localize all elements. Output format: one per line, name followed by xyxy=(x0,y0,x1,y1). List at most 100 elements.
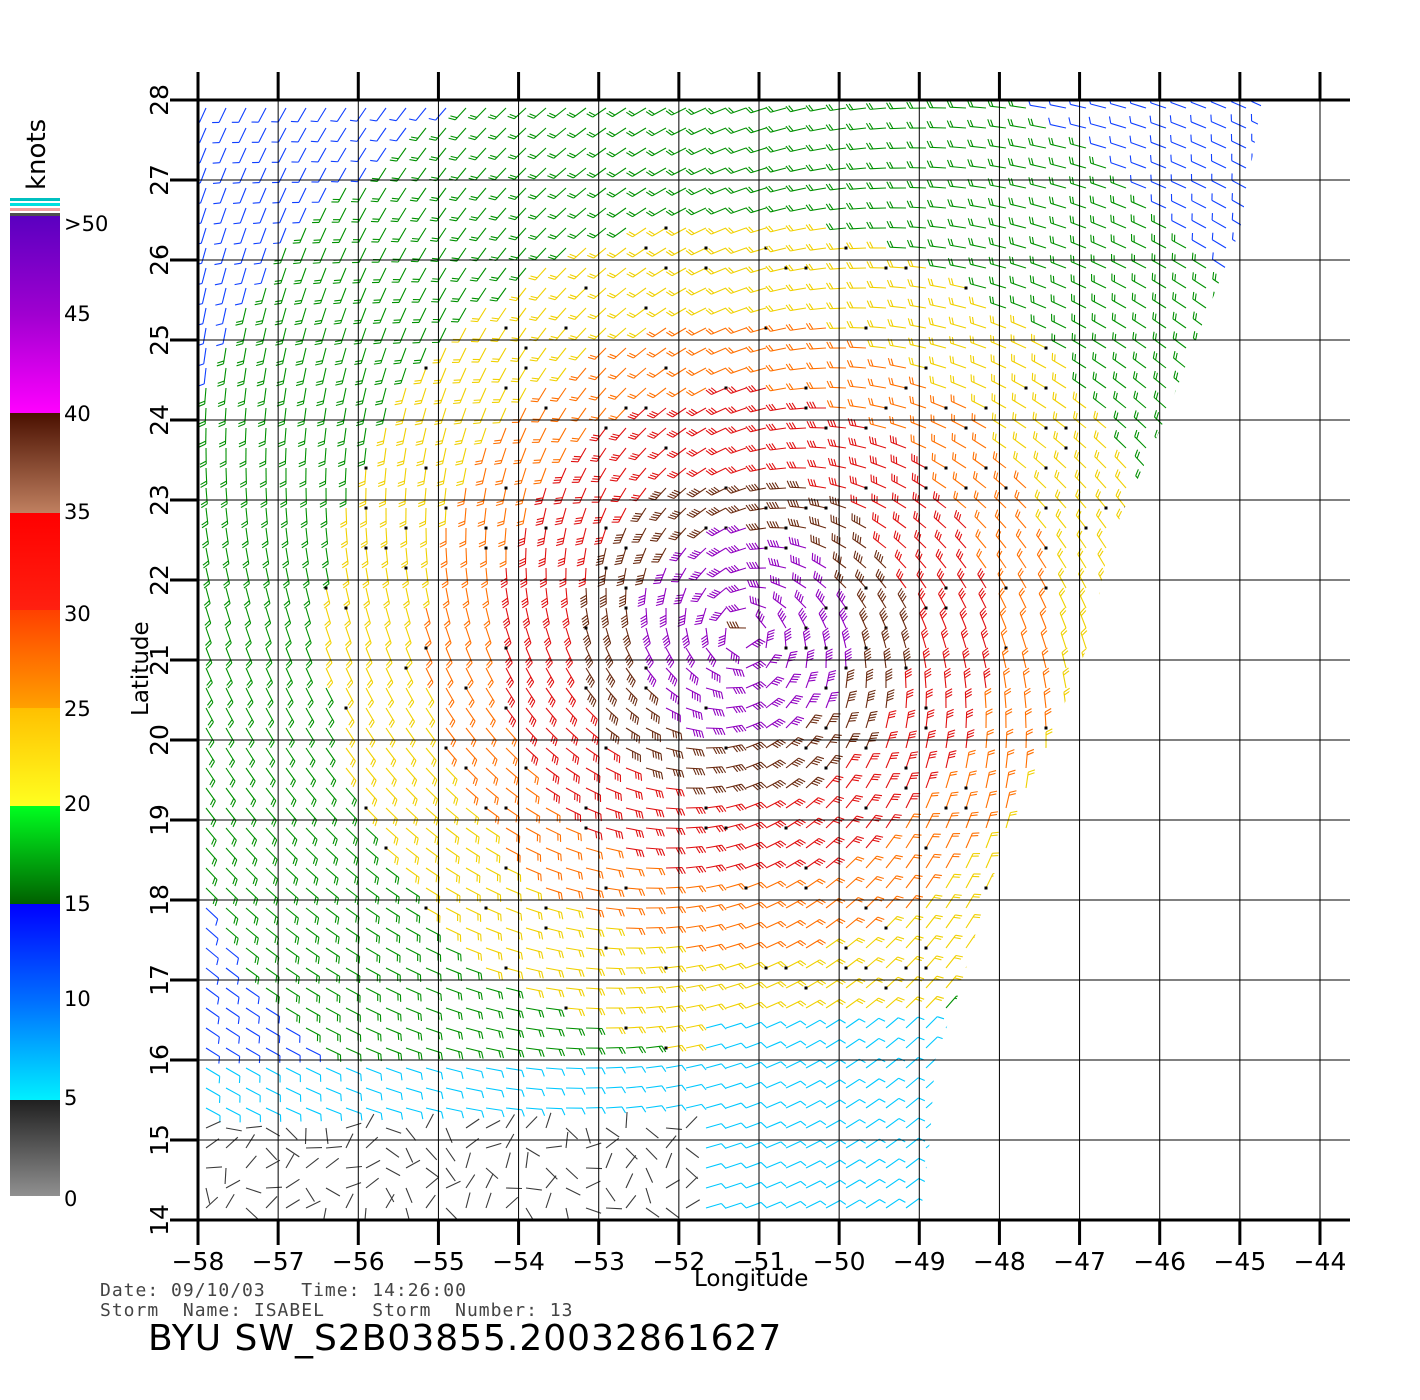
wind-barb xyxy=(725,287,747,294)
wind-barb xyxy=(373,347,387,365)
wind-barb xyxy=(305,1067,322,1082)
wind-barb xyxy=(225,1193,235,1209)
wind-barb xyxy=(453,407,467,425)
wind-barb xyxy=(765,1101,787,1109)
wind-barb xyxy=(954,529,967,549)
wind-barb xyxy=(965,749,976,769)
wind-barb xyxy=(1005,1196,1025,1209)
wind-barb xyxy=(1108,100,1127,109)
wind-barb xyxy=(1231,232,1247,249)
wind-barb xyxy=(585,1087,606,1095)
wind-barb xyxy=(565,667,575,689)
wind-barb xyxy=(1010,314,1027,329)
wind-barb xyxy=(305,787,317,808)
wind-barb xyxy=(525,907,543,921)
wind-barb xyxy=(906,121,927,129)
wind-barb xyxy=(1211,232,1227,249)
wind-barb xyxy=(1101,647,1109,669)
wind-barb xyxy=(389,167,407,182)
wind-barb xyxy=(485,1067,505,1078)
wind-barb xyxy=(885,752,900,769)
wind-barb xyxy=(245,1155,257,1169)
wind-barb xyxy=(557,547,567,567)
wind-barb xyxy=(565,1027,586,1036)
wind-barb xyxy=(313,287,327,305)
wind-barb xyxy=(1220,627,1228,649)
wind-barb xyxy=(385,1027,402,1042)
wind-barb xyxy=(970,374,987,389)
wind-barb xyxy=(845,937,866,949)
wind-barb xyxy=(565,1047,586,1056)
wind-barb xyxy=(1145,910,1158,929)
wind-barb xyxy=(325,1047,342,1062)
wind-barb xyxy=(765,145,787,153)
wind-barb xyxy=(345,987,361,1003)
wind-barb xyxy=(1217,547,1227,569)
wind-barb xyxy=(205,987,220,1005)
wind-barb xyxy=(509,327,527,342)
wind-barb xyxy=(825,795,844,809)
rain-flag xyxy=(404,566,408,570)
wind-barb xyxy=(1068,156,1087,169)
wind-barb xyxy=(725,705,747,714)
wind-barb xyxy=(433,387,447,405)
wind-barb xyxy=(665,985,687,993)
wind-barb xyxy=(568,347,587,361)
wind-barb xyxy=(1108,116,1127,129)
rain-flag xyxy=(484,546,488,550)
wind-barb xyxy=(505,947,524,960)
wind-barb xyxy=(805,837,826,849)
lat-tick-label: 21 xyxy=(145,644,174,676)
wind-barb xyxy=(1245,1132,1260,1149)
wind-barb xyxy=(1085,1154,1103,1169)
rain-flag xyxy=(824,606,828,610)
wind-barb xyxy=(1005,872,1020,889)
rain-flag xyxy=(904,386,908,390)
wind-barb xyxy=(425,867,440,884)
wind-barb xyxy=(1125,1012,1140,1029)
wind-barb xyxy=(232,147,247,164)
wind-barb xyxy=(350,167,367,183)
wind-barb xyxy=(566,147,587,159)
wind-barb xyxy=(1025,1054,1043,1069)
wind-barb xyxy=(645,127,667,137)
wind-barb xyxy=(585,727,599,746)
wind-barb xyxy=(836,588,847,609)
wind-barb xyxy=(1266,910,1275,928)
wind-barb xyxy=(1045,871,1059,889)
wind-barb xyxy=(725,1202,747,1209)
wind-barb xyxy=(576,547,587,567)
wind-barb xyxy=(222,547,230,569)
wind-barb xyxy=(525,667,535,689)
wind-barb xyxy=(385,1193,395,1209)
rain-flag xyxy=(424,646,428,650)
wind-barb xyxy=(465,1192,471,1209)
wind-barb xyxy=(988,256,1007,269)
wind-barb xyxy=(1025,1135,1044,1149)
wind-barb xyxy=(275,327,287,346)
wind-barb xyxy=(315,367,327,386)
wind-barb xyxy=(428,107,447,121)
wind-barb xyxy=(826,380,847,389)
wind-barb xyxy=(745,861,767,870)
wind-barb xyxy=(886,161,907,169)
wind-barb xyxy=(967,159,987,169)
wind-barb xyxy=(363,587,371,609)
wind-barb xyxy=(485,1142,502,1149)
wind-barb xyxy=(393,347,407,365)
wind-barb xyxy=(305,1047,321,1063)
wind-barb xyxy=(305,687,314,709)
wind-barb xyxy=(345,687,354,709)
wind-barb xyxy=(225,1127,242,1132)
wind-barb xyxy=(1185,1193,1202,1209)
wind-barb xyxy=(745,901,767,909)
wind-barb xyxy=(425,767,438,787)
wind-barb xyxy=(805,144,827,152)
wind-barb xyxy=(1048,196,1067,209)
wind-barb xyxy=(745,638,766,649)
wind-barb xyxy=(1084,707,1092,729)
wind-barb xyxy=(527,127,547,140)
wind-barb xyxy=(310,107,327,123)
wind-barb xyxy=(365,647,373,669)
wind-barb xyxy=(805,1200,827,1209)
